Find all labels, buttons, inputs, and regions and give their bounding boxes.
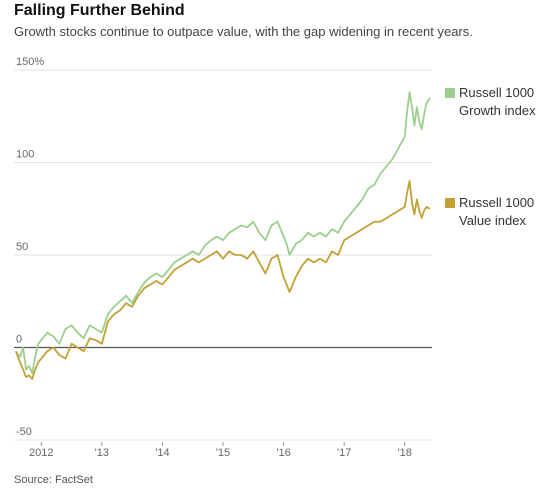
y-tick-label: 50	[16, 241, 28, 253]
source-note: Source: FactSet	[14, 474, 93, 486]
x-tick-label: '13	[95, 447, 109, 459]
x-tick-label: '14	[155, 447, 169, 459]
y-tick-label: -50	[16, 426, 32, 438]
legend: Russell 1000 Growth index Russell 1000 Valu…	[445, 85, 536, 228]
x-tick-label: '17	[337, 447, 351, 459]
x-tick-label: '16	[276, 447, 290, 459]
chart-title: Falling Further Behind	[14, 2, 185, 19]
chart-subtitle: Growth stocks continue to outpace value,…	[14, 24, 473, 39]
legend-swatch	[445, 198, 455, 208]
grid-layer	[14, 69, 432, 441]
y-tick-label: 100	[16, 149, 34, 161]
legend-label: Growth index	[459, 103, 536, 118]
y-tick-label: 150%	[16, 56, 44, 68]
x-tick-label: 2012	[29, 447, 53, 459]
legend-item-growth: Russell 1000 Growth index	[445, 85, 536, 118]
legend-label: Value index	[459, 213, 526, 228]
y-tick-label: 0	[16, 334, 22, 346]
y-axis-ticks: 150% 100 50 0 -50	[16, 56, 44, 438]
series-line-value	[14, 180, 431, 380]
series-layer	[14, 91, 431, 380]
legend-swatch	[445, 88, 455, 98]
legend-label: Russell 1000	[459, 85, 534, 100]
line-chart: 150% 100 50 0 -50 2012 '13 '14 '15 '16 '17 '18 Rus…	[14, 56, 536, 459]
series-line-growth	[15, 91, 431, 375]
legend-item-value: Russell 1000 Value index	[445, 195, 534, 228]
x-axis-ticks: 2012 '13 '14 '15 '16 '17 '18	[29, 442, 412, 459]
x-tick-label: '15	[216, 447, 230, 459]
legend-label: Russell 1000	[459, 195, 534, 210]
x-tick-label: '18	[398, 447, 412, 459]
